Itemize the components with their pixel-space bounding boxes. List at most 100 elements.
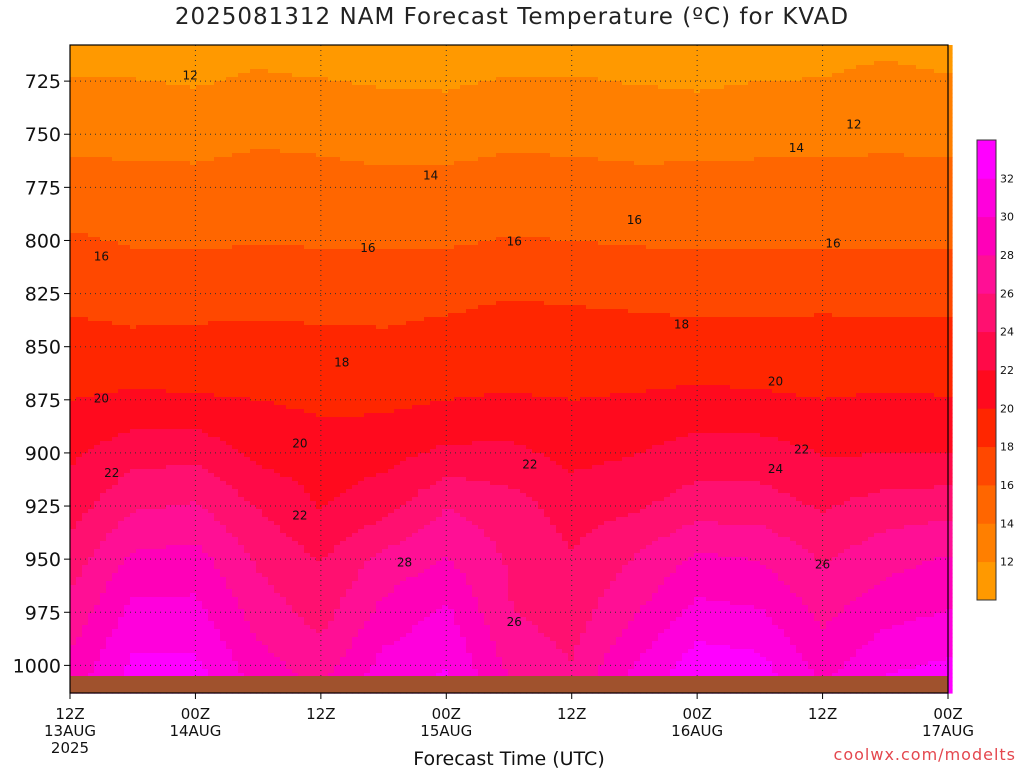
field-cell — [76, 377, 83, 382]
field-cell — [184, 269, 191, 274]
field-cell — [154, 265, 161, 270]
field-cell — [88, 61, 95, 66]
field-cell — [172, 85, 179, 90]
field-cell — [238, 197, 245, 202]
field-cell — [136, 629, 143, 634]
field-cell — [118, 321, 125, 326]
field-cell — [154, 585, 161, 590]
field-cell — [118, 409, 125, 414]
field-cell — [136, 229, 143, 234]
field-cell — [106, 625, 113, 630]
field-cell — [178, 229, 185, 234]
field-cell — [70, 425, 77, 430]
field-cell — [76, 405, 83, 410]
field-cell — [196, 233, 203, 238]
field-cell — [202, 273, 209, 278]
field-cell — [148, 653, 155, 658]
field-cell — [82, 109, 89, 114]
field-cell — [76, 185, 83, 190]
field-cell — [112, 453, 119, 458]
field-cell — [232, 169, 239, 174]
field-cell — [100, 97, 107, 102]
field-cell — [184, 537, 191, 542]
field-cell — [76, 157, 83, 162]
field-cell — [202, 657, 209, 662]
field-cell — [148, 149, 155, 154]
field-cell — [244, 537, 251, 542]
field-cell — [106, 213, 113, 218]
field-cell — [142, 97, 149, 102]
field-cell — [238, 589, 245, 594]
field-cell — [172, 641, 179, 646]
field-cell — [172, 69, 179, 74]
field-cell — [94, 593, 101, 598]
field-cell — [160, 341, 167, 346]
field-cell — [220, 213, 227, 218]
field-cell — [88, 429, 95, 434]
field-cell — [166, 569, 173, 574]
field-cell — [148, 85, 155, 90]
field-cell — [70, 257, 77, 262]
field-cell — [196, 577, 203, 582]
field-cell — [148, 113, 155, 118]
field-cell — [220, 561, 227, 566]
field-cell — [76, 265, 83, 270]
field-cell — [148, 565, 155, 570]
field-cell — [106, 521, 113, 526]
field-cell — [160, 177, 167, 182]
field-cell — [196, 241, 203, 246]
field-cell — [148, 313, 155, 318]
field-cell — [124, 105, 131, 110]
field-cell — [154, 517, 161, 522]
field-cell — [220, 285, 227, 290]
field-cell — [82, 445, 89, 450]
field-cell — [202, 349, 209, 354]
field-cell — [154, 433, 161, 438]
field-cell — [136, 145, 143, 150]
field-cell — [178, 121, 185, 126]
field-cell — [82, 485, 89, 490]
field-cell — [178, 261, 185, 266]
field-cell — [76, 301, 83, 306]
field-cell — [130, 177, 137, 182]
field-cell — [208, 609, 215, 614]
field-cell — [172, 525, 179, 530]
field-cell — [130, 153, 137, 158]
field-cell — [238, 449, 245, 454]
field-cell — [208, 493, 215, 498]
field-cell — [226, 473, 233, 478]
field-cell — [190, 101, 197, 106]
field-cell — [172, 213, 179, 218]
field-cell — [244, 665, 251, 670]
field-cell — [238, 553, 245, 558]
field-cell — [238, 93, 245, 98]
field-cell — [160, 565, 167, 570]
field-cell — [220, 609, 227, 614]
field-cell — [208, 277, 215, 282]
field-cell — [214, 661, 221, 666]
field-cell — [244, 517, 251, 522]
field-cell — [214, 669, 221, 674]
field-cell — [88, 485, 95, 490]
field-cell — [190, 649, 197, 654]
field-cell — [232, 525, 239, 530]
field-cell — [142, 285, 149, 290]
field-cell — [94, 373, 101, 378]
field-cell — [226, 477, 233, 482]
field-cell — [94, 273, 101, 278]
field-cell — [142, 65, 149, 70]
field-cell — [166, 525, 173, 530]
field-cell — [226, 457, 233, 462]
field-cell — [166, 645, 173, 650]
field-cell — [190, 361, 197, 366]
field-cell — [70, 493, 77, 498]
field-cell — [250, 269, 257, 274]
field-cell — [202, 265, 209, 270]
field-cell — [232, 641, 239, 646]
field-cell — [124, 457, 131, 462]
field-cell — [82, 389, 89, 394]
field-cell — [124, 445, 131, 450]
field-cell — [160, 345, 167, 350]
field-cell — [94, 561, 101, 566]
field-cell — [136, 365, 143, 370]
